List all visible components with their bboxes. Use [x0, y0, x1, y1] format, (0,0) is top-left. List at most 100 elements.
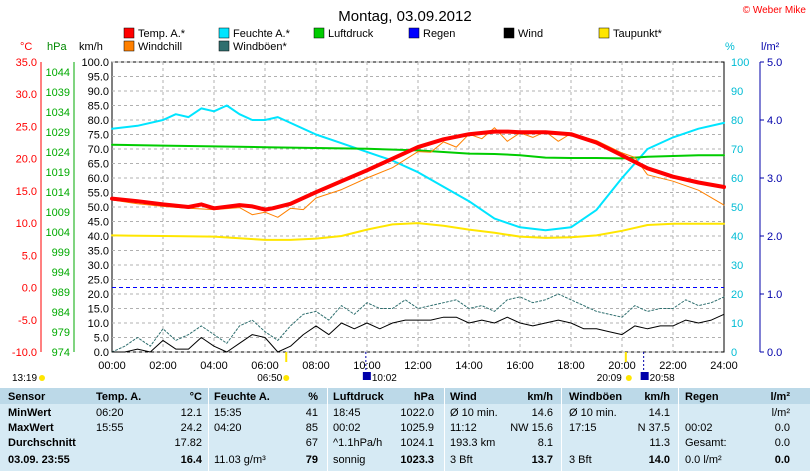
sun-events: 13:19 06:50 20:09 10:02 20:58	[12, 352, 675, 384]
stats-header-cell: km/h	[644, 391, 670, 403]
stats-wind-desc: Ø 10 min.	[450, 407, 498, 419]
sunset-label: 20:09	[597, 373, 622, 384]
stats-humidity-time: 04:20	[214, 422, 242, 434]
x-tick-label: 24:00	[710, 360, 738, 372]
stats-header-cell: km/h	[527, 391, 553, 403]
x-tick-label: 00:00	[98, 360, 126, 372]
pressure-tick-label: 1044	[46, 67, 70, 79]
legend: Temp. A.* Feuchte A.* Luftdruck Regen Wind Ta…	[123, 27, 663, 53]
temp-tick-label: 5.0	[22, 250, 37, 262]
stats-row-label: 03.09. 23:55	[8, 454, 70, 466]
sun-icon	[39, 375, 45, 381]
stats-humidity-time: 11.03 g/m³	[214, 454, 266, 466]
legend-label: Luftdruck	[328, 28, 374, 40]
wind-tick-label: 55.0	[88, 188, 109, 200]
series-line-wind	[111, 313, 725, 353]
legend-label: Taupunkt*	[613, 28, 663, 40]
humidity-tick-label: 40	[731, 231, 743, 243]
wind-tick-label: 25.0	[88, 275, 109, 287]
legend-swatch	[408, 27, 420, 39]
statistics-table: Sensor Temp. A. °C Feuchte A.% Luftdruck hPa W…	[0, 388, 810, 471]
stats-gust-desc: Ø 10 min.	[569, 407, 617, 419]
stats-wind-desc: 193.3 km	[450, 437, 496, 449]
pressure-tick-label: 999	[52, 247, 70, 259]
wind-tick-label: 20.0	[88, 289, 109, 301]
stats-pressure-value: 1023.3	[400, 454, 434, 466]
wind-tick-label: 80.0	[88, 115, 109, 127]
stats-header-cell: l/m²	[770, 391, 790, 403]
stats-humidity-value: 41	[305, 407, 318, 419]
wind-unit-label: km/h	[79, 41, 103, 53]
pressure-tick-label: 1014	[46, 187, 70, 199]
stats-temp-value: 16.4	[180, 454, 202, 466]
wind-tick-label: 10.0	[88, 318, 109, 330]
pressure-tick-label: 1039	[46, 87, 70, 99]
stats-header-cell: Sensor	[8, 391, 46, 403]
axes: 35.0 30.0 25.0 20.0 15.0 10.0 5.0 0.0 -5.0 -10.0 1…	[12, 57, 782, 372]
x-tick-label: 20:00	[608, 360, 636, 372]
x-tick-label: 12:00	[404, 360, 432, 372]
stats-wind-value: 13.7	[531, 454, 553, 466]
humidity-tick-label: 90	[731, 86, 743, 98]
humidity-tick-label: 70	[731, 144, 743, 156]
pressure-tick-label: 1029	[46, 127, 70, 139]
stats-rain-value: l/m²	[771, 407, 790, 419]
pressure-tick-label: 994	[52, 267, 70, 279]
pressure-tick-label: 979	[52, 327, 70, 339]
stats-pressure-time: sonnig	[333, 454, 366, 466]
stats-wind-desc: 3 Bft	[450, 454, 473, 466]
wind-tick-label: 45.0	[88, 217, 109, 229]
stats-humidity-time: 15:35	[214, 407, 242, 419]
stats-header-cell: %	[308, 391, 318, 403]
stats-column-separator	[678, 388, 679, 471]
wind-tick-label: 70.0	[88, 144, 109, 156]
wind-tick-label: 5.0	[94, 333, 109, 345]
stats-wind-value: 14.6	[531, 407, 553, 419]
x-tick-label: 06:00	[251, 360, 279, 372]
legend-swatch	[218, 40, 230, 52]
legend-swatch	[123, 40, 135, 52]
wind-tick-label: 50.0	[88, 202, 109, 214]
series-line-feuchte-a	[111, 104, 725, 232]
sunrise-icon	[283, 375, 290, 381]
wind-tick-label: 90.0	[88, 86, 109, 98]
stats-wind-value: 8.1	[537, 437, 553, 449]
rain-tick-label: 2.0	[767, 231, 782, 243]
legend-swatch	[313, 27, 325, 39]
temp-tick-label: 15.0	[16, 186, 37, 198]
humidity-tick-label: 20	[731, 289, 743, 301]
stats-gust-value: 14.1	[648, 407, 670, 419]
temp-tick-label: 25.0	[16, 121, 37, 133]
temp-tick-label: 10.0	[16, 218, 37, 230]
wind-tick-label: 65.0	[88, 159, 109, 171]
temp-tick-label: 20.0	[16, 154, 37, 166]
stats-header-cell: hPa	[413, 391, 434, 403]
stats-column-separator	[444, 388, 445, 471]
wind-tick-label: 30.0	[88, 260, 109, 272]
wind-tick-label: 95.0	[88, 72, 109, 84]
stats-pressure-time: ^1.1hPa/h	[333, 437, 383, 449]
stats-temp-value: 12.1	[180, 407, 202, 419]
pressure-tick-label: 1009	[46, 207, 70, 219]
temp-tick-label: 0.0	[22, 283, 37, 295]
legend-label: Temp. A.*	[138, 28, 186, 40]
x-tick-label: 08:00	[302, 360, 330, 372]
wind-tick-label: 15.0	[88, 304, 109, 316]
humidity-unit-label: %	[725, 41, 735, 53]
pressure-tick-label: 1019	[46, 167, 70, 179]
wind-tick-label: 85.0	[88, 101, 109, 113]
stats-header-cell: Regen	[685, 391, 719, 403]
rain-tick-label: 5.0	[767, 57, 782, 69]
stats-row-label: MinWert	[8, 407, 52, 419]
stats-gust-desc: 17:15	[569, 422, 597, 434]
stats-row-label: Durchschnitt	[8, 437, 76, 449]
moonrise-label: 10:02	[372, 373, 397, 384]
sunrise-label: 06:50	[257, 373, 282, 384]
legend-label: Windchill	[138, 41, 182, 53]
humidity-tick-label: 10	[731, 318, 743, 330]
stats-column-separator	[327, 388, 328, 471]
temp-tick-label: 30.0	[16, 89, 37, 101]
pressure-tick-label: 974	[52, 347, 70, 359]
weather-chart: Montag, 03.09.2012 © Weber Mike Temp. A.…	[12, 5, 807, 384]
stats-humidity-value: 85	[305, 422, 318, 434]
